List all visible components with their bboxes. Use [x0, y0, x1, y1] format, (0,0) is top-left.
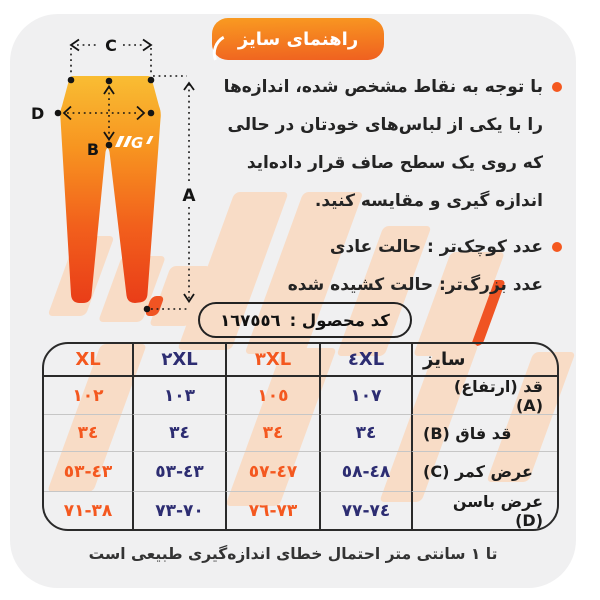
product-code-value: ١٦٧٥٥٦: [220, 310, 281, 330]
cell-height-3xl: ١٠٥: [225, 377, 319, 415]
size-table-header-2xl: ٢XL: [132, 344, 225, 377]
instruction-line: که روی یک سطح صاف قرار داده‌اید: [246, 153, 543, 173]
cell-hip-xl: ٣٨-٧١: [63, 501, 113, 521]
cell-height-4xl: ١٠٧: [319, 377, 411, 415]
row-label-crotch: قد فاق (B): [411, 415, 557, 452]
instruction-line: عدد بزرگ‌تر: حالت کشیده شده: [287, 275, 543, 295]
pants-measurement-diagram: G: [25, 35, 225, 320]
cell-crotch-3xl: ٣٤: [225, 415, 319, 452]
size-table: سایز ٤XL ٣XL ٢XL XL قد (ارتفاع) (A) ١٠٧ …: [42, 342, 559, 531]
cell-waist-xl: ٤٣-٥٣: [44, 452, 132, 492]
cell-waist-4xl: ٤٨-٥٨: [319, 452, 411, 492]
size-guide-badge: راهنمای سایز: [212, 18, 384, 60]
label-c: C: [105, 36, 117, 55]
bullet-dot-icon: [552, 242, 562, 252]
size-table-header-size: سایز: [411, 344, 557, 377]
instruction-text-2: عدد کوچک‌تر : حالت عادی عدد بزرگ‌تر: حال…: [288, 228, 543, 304]
cell-hip-3xl: ٧٣-٧٦: [225, 492, 319, 529]
brand-logo: G: [115, 134, 154, 152]
bullet-dot-icon: [552, 82, 562, 92]
instruction-text-1: با توجه به نقاط مشخص شده، اندازه‌ها را ب…: [224, 68, 543, 220]
size-table-header-4xl: ٤XL: [319, 344, 411, 377]
instructions: با توجه به نقاط مشخص شده، اندازه‌ها را ب…: [214, 68, 562, 304]
size-table-header-3xl: ٣XL: [225, 344, 319, 377]
cell-crotch-2xl: ٣٤: [132, 415, 225, 452]
cell-crotch-4xl: ٣٤: [319, 415, 411, 452]
instruction-bullet-2: عدد کوچک‌تر : حالت عادی عدد بزرگ‌تر: حال…: [214, 228, 562, 304]
size-guide-card: راهنمای سایز G: [10, 14, 576, 588]
size-table-header-xl: XL: [44, 344, 132, 377]
measurement-error-note: تا ١ سانتی متر احتمال خطای اندازه‌گیری ط…: [88, 545, 498, 563]
row-label-height: قد (ارتفاع) (A): [411, 377, 557, 415]
row-label-hip: عرض باسن (D): [411, 492, 557, 529]
dotted-measurement-lines: [67, 44, 190, 310]
instruction-line: با توجه به نقاط مشخص شده، اندازه‌ها: [223, 77, 543, 97]
cell-height-2xl: ١٠٣: [132, 377, 225, 415]
label-d: D: [31, 104, 44, 123]
measurement-labels: C D B A: [31, 36, 196, 206]
label-a: A: [182, 186, 196, 206]
instruction-line: اندازه گیری و مقایسه کنید.: [314, 191, 543, 211]
size-guide-badge-label: راهنمای سایز: [237, 28, 359, 50]
svg-text:G: G: [131, 134, 143, 152]
label-b: B: [87, 140, 99, 159]
measurement-points: [54, 76, 155, 313]
cell-hip-4xl: ٧٤-٧٧: [319, 492, 411, 529]
cell-waist-2xl: ٤٣-٥٣: [132, 452, 225, 492]
instruction-line: عدد کوچک‌تر : حالت عادی: [329, 237, 543, 257]
cell-hip-2xl: ٧٠-٧٣: [132, 492, 225, 529]
cell-crotch-xl: ٣٤: [44, 415, 132, 452]
pants-illustration: G: [31, 36, 196, 313]
instruction-bullet-1: با توجه به نقاط مشخص شده، اندازه‌ها را ب…: [214, 68, 562, 220]
cell-height-xl: ١٠٢: [44, 377, 132, 415]
instruction-line: را با یکی از لباس‌های خودتان در حالی: [227, 115, 543, 135]
pants-shape: [60, 76, 161, 303]
product-code-pill: کد محصول : ١٦٧٥٥٦: [198, 302, 412, 338]
product-code-label: کد محصول :: [289, 310, 390, 330]
arrowheads: [62, 38, 195, 304]
cell-waist-3xl: ٤٧-٥٧: [225, 452, 319, 492]
row-label-waist: عرض کمر (C): [411, 452, 557, 492]
